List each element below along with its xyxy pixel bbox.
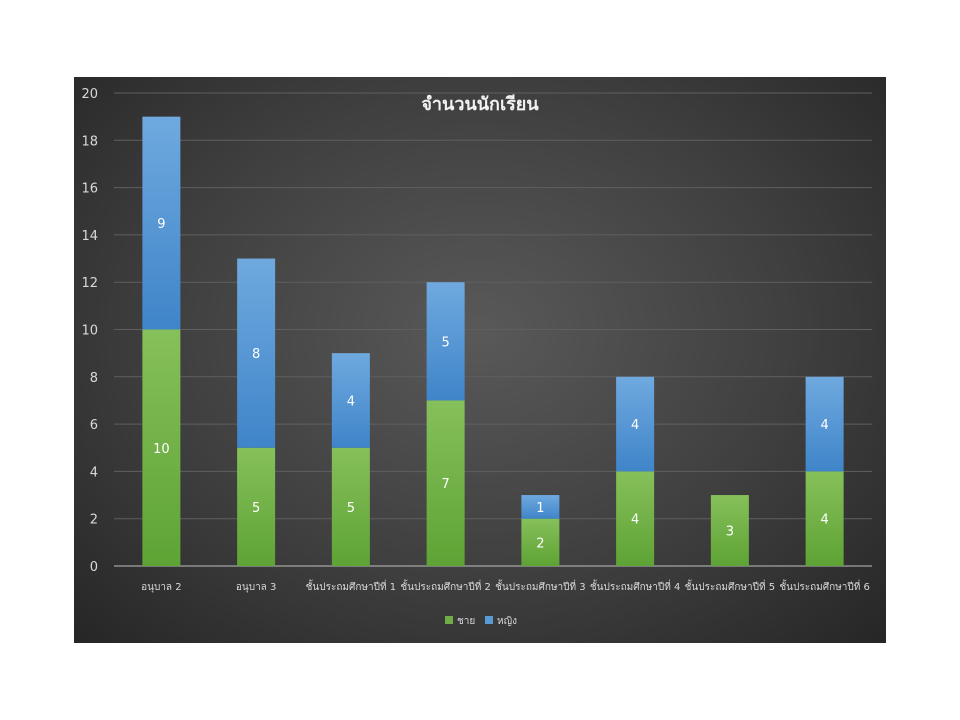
legend-label-male: ชาย — [457, 616, 475, 627]
bar-segment-male — [710, 495, 749, 566]
x-category-label: ชั้นประถมศึกษาปีที่ 1 — [306, 579, 396, 593]
chart-area: จำนวนนักเรียน 0 2 4 6 8 10 12 14 16 18 20 10 9 5 8 5 4 7… — [74, 77, 886, 643]
bar-segment-female — [237, 258, 276, 448]
y-tick-label: 6 — [90, 418, 98, 433]
bar-segment-male — [805, 471, 844, 566]
x-category-label: ชั้นประถมศึกษาปีที่ 6 — [779, 579, 869, 593]
gridlines — [114, 92, 872, 567]
data-label: 4 — [820, 418, 828, 433]
bars — [142, 116, 844, 566]
data-label: 4 — [820, 513, 828, 528]
bar-segment-female — [805, 376, 844, 472]
y-tick-label: 14 — [81, 229, 98, 244]
data-label: 4 — [631, 418, 639, 433]
y-tick-label: 0 — [90, 560, 98, 575]
data-label: 7 — [441, 477, 449, 492]
data-labels: 10 9 5 8 5 4 7 5 2 1 4 4 3 4 4 — [153, 217, 829, 551]
bar-segment-male — [521, 518, 560, 566]
bar-segment-male — [426, 400, 465, 566]
bar-segment-male — [331, 447, 370, 566]
y-tick-label: 20 — [81, 87, 98, 102]
x-category-label: อนุบาล 2 — [141, 582, 181, 593]
bar-segment-female — [616, 376, 655, 472]
y-tick-label: 18 — [81, 134, 98, 149]
bar-segment-female — [142, 116, 181, 330]
x-axis-categories: อนุบาล 2 อนุบาล 3 ชั้นประถมศึกษาปีที่ 1 ชั้… — [141, 579, 870, 593]
bar-segment-male — [142, 329, 181, 566]
data-label: 5 — [347, 501, 355, 516]
chart-title: จำนวนนักเรียน — [421, 94, 539, 115]
data-label: 2 — [536, 536, 544, 551]
legend-swatch-male — [445, 616, 453, 624]
legend: ชาย หญิง — [445, 616, 517, 627]
data-label: 8 — [252, 347, 260, 362]
bar-segment-female — [521, 495, 560, 519]
legend-swatch-female — [485, 616, 493, 624]
data-label: 3 — [726, 525, 734, 540]
y-tick-label: 8 — [90, 371, 98, 386]
x-category-label: ชั้นประถมศึกษาปีที่ 5 — [685, 579, 775, 593]
legend-label-female: หญิง — [497, 616, 517, 627]
bar-segment-female — [426, 282, 465, 401]
y-axis-ticks: 0 2 4 6 8 10 12 14 16 18 20 — [81, 87, 98, 575]
bar-segment-female — [331, 353, 370, 448]
data-label: 4 — [347, 394, 355, 409]
x-category-label: ชั้นประถมศึกษาปีที่ 2 — [400, 579, 490, 593]
data-label: 9 — [157, 217, 165, 232]
data-label: 1 — [536, 501, 544, 516]
x-category-label: ชั้นประถมศึกษาปีที่ 4 — [590, 579, 680, 593]
y-tick-label: 4 — [90, 465, 98, 480]
y-tick-label: 16 — [81, 182, 98, 197]
data-label: 5 — [252, 501, 260, 516]
data-label: 4 — [631, 513, 639, 528]
y-tick-label: 10 — [81, 324, 98, 339]
y-tick-label: 12 — [81, 276, 98, 291]
x-category-label: อนุบาล 3 — [236, 582, 276, 593]
bar-segment-male — [237, 447, 276, 566]
y-tick-label: 2 — [90, 513, 98, 528]
x-category-label: ชั้นประถมศึกษาปีที่ 3 — [495, 579, 585, 593]
bar-segment-male — [616, 471, 655, 566]
data-label: 10 — [153, 442, 170, 457]
data-label: 5 — [441, 335, 449, 350]
